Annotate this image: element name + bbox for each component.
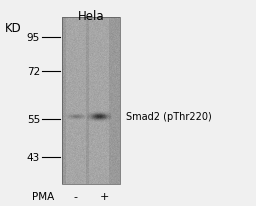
Text: KD: KD	[5, 22, 22, 35]
Text: +: +	[99, 191, 109, 201]
Text: -: -	[73, 191, 77, 201]
Text: 55: 55	[27, 115, 40, 124]
Text: 43: 43	[27, 152, 40, 162]
Text: 72: 72	[27, 67, 40, 77]
Bar	[62, 18, 120, 184]
Text: 95: 95	[27, 33, 40, 43]
Text: Hela: Hela	[78, 10, 104, 23]
Text: PMA: PMA	[32, 191, 54, 201]
Text: Smad2 (pThr220): Smad2 (pThr220)	[126, 111, 212, 121]
